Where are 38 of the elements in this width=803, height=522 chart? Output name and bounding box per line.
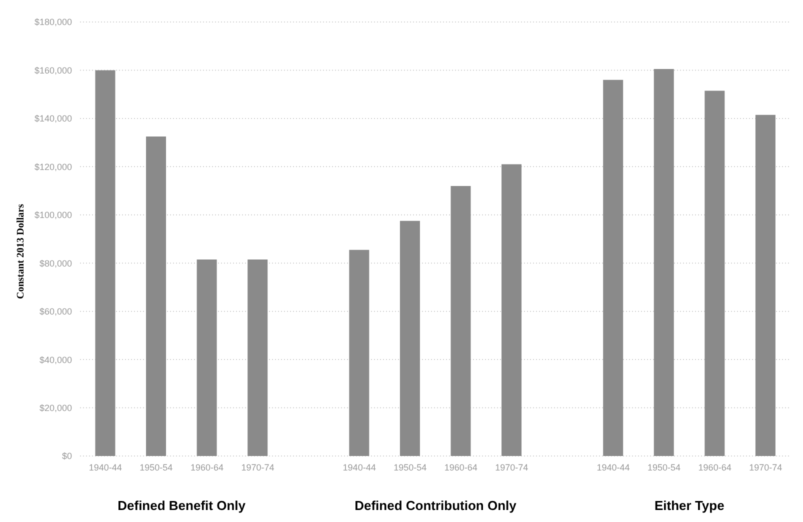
x-tick-label: 1960-64: [444, 462, 478, 472]
bar: [248, 259, 268, 456]
y-tick-label: $160,000: [34, 65, 72, 76]
text: Defined Contribution Only: [354, 498, 518, 513]
x-tick-label: 1950-54: [648, 462, 681, 472]
y-tick-label: $60,000: [39, 306, 72, 317]
x-tick-label: 1970-74: [749, 462, 782, 472]
bar: [400, 220, 420, 456]
x-tick-label: 1940-44: [88, 462, 122, 472]
x-tick-label: 1950-54: [140, 462, 173, 472]
bar: [654, 69, 674, 456]
bar: [450, 186, 471, 456]
bar: [502, 164, 522, 456]
bar: [146, 136, 166, 456]
bar: [95, 70, 116, 456]
y-tick-label: $0: [62, 451, 72, 462]
y-tick-label: $40,000: [39, 354, 72, 365]
y-tick-label: $140,000: [34, 114, 72, 124]
x-tick-label: 1970-74: [495, 462, 528, 472]
x-tick-label: 1970-74: [241, 462, 274, 472]
y-tick-label: $80,000: [39, 258, 72, 268]
x-tick-label: 1940-44: [342, 462, 376, 472]
y-tick-label: $120,000: [34, 162, 72, 172]
y-tick-label: $20,000: [39, 402, 72, 413]
bar: [603, 80, 624, 456]
bar: [755, 114, 776, 456]
x-tick-label: 1950-54: [394, 462, 427, 472]
x-tick-label: 1960-64: [190, 462, 224, 472]
y-tick-label: $100,000: [34, 210, 72, 220]
bar: [196, 259, 217, 456]
bar: [704, 90, 725, 456]
x-tick-label: 1960-64: [698, 462, 732, 472]
text: Either Type: [654, 498, 726, 513]
y-axis-title: Constant 2013 Dollars: [16, 204, 27, 299]
bar: [349, 250, 370, 456]
y-tick-label: $180,000: [34, 17, 72, 28]
text: Defined Benefit Only: [116, 498, 246, 513]
x-tick-label: 1940-44: [596, 462, 630, 472]
